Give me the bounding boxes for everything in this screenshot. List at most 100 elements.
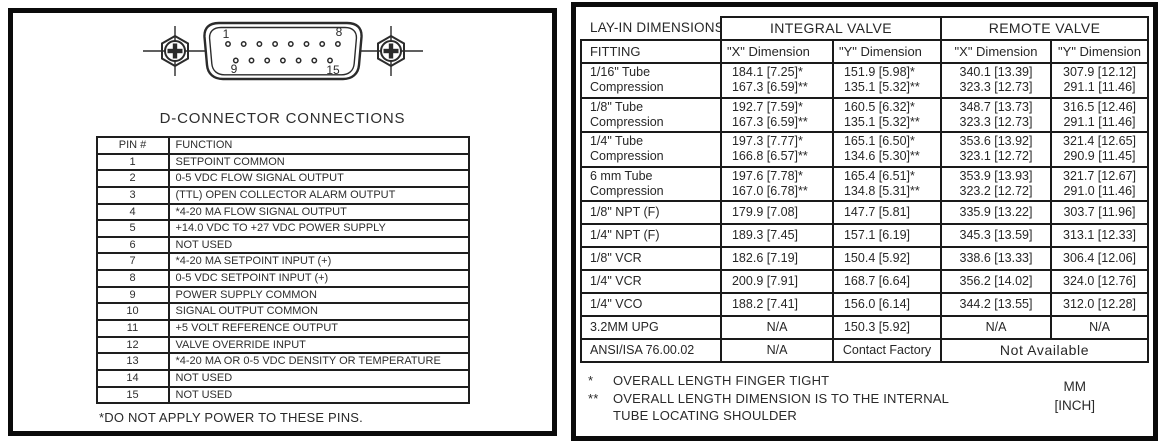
pin-function-cell: 0-5 VDC FLOW SIGNAL OUTPUT [167,169,470,188]
footnote-marker: * [588,373,594,388]
pin-number-cell: 8 [95,269,170,288]
pin-function-cell: SETPOINT COMMON [167,152,470,172]
fitting-row: 1/8" NPT (F) 179.9 [7.08] 147.7 [5.81] 335.… [579,200,1150,225]
remote-x-cell: 345.3 [13.59] [940,223,1052,248]
integral-x-header: "X" Dimension [719,39,834,64]
pin-row-bottom [232,57,333,64]
integral-y-cell: 160.5 [6.32]* 135.1 [5.32]** [831,96,943,133]
fitting-name-cell: 1/4" VCR [579,269,722,294]
left-jackscrew-icon [160,34,189,68]
integral-y-cell: 147.7 [5.81] [831,200,943,225]
remote-x-cell: N/A [940,315,1052,340]
remote-x-cell: 348.7 [13.73] 323.3 [12.73] [940,96,1052,133]
pin-table: PIN # FUNCTION 1 SETPOINT COMMON 2 0-5 VDC … [95,136,470,405]
integral-x-cell: 200.9 [7.91] [719,269,834,294]
d-connector-drawing: 1 8 9 15 [142,21,423,81]
remote-x-cell: 353.6 [13.92] 323.1 [12.72] [940,131,1052,168]
pin-number-cell: 13 [95,352,170,371]
lay-in-dimensions-label: LAY-IN DIMENSIONS [580,17,722,41]
pin-number-cell: 15 [95,385,170,405]
pin-function-cell: NOT USED [167,368,470,388]
pin15-label: 15 [326,63,340,77]
right-panel-footer: * OVERALL LENGTH FINGER TIGHT ** OVERALL… [588,372,1147,425]
fitting-row: 1/4" NPT (F) 189.3 [7.45] 157.1 [6.19] 345.… [579,223,1150,248]
pin-function-cell: VALVE OVERRIDE INPUT [167,335,470,355]
remote-x-cell: 353.9 [13.93] 323.2 [12.72] [940,165,1052,202]
footnote-finger-tight: * OVERALL LENGTH FINGER TIGHT [588,372,949,390]
remote-y-cell: 306.4 [12.06] [1049,246,1150,271]
lay-in-dimensions-table: LAY-IN DIMENSIONS INTEGRAL VALVE REMOTE … [579,16,1150,363]
pin-function-cell: *4-20 MA SETPOINT INPUT (+) [167,252,470,272]
pin-row: 9 POWER SUPPLY COMMON [95,285,470,305]
pin-number-cell: 11 [95,319,170,338]
pin-row: 14 NOT USED [95,368,470,388]
fitting-row: 1/16" Tube Compression 184.1 [7.25]* 167.3 … [579,62,1150,99]
pin-row: 3 (TTL) OPEN COLLECTOR ALARM OUTPUT [95,185,470,205]
dimension-footnotes: * OVERALL LENGTH FINGER TIGHT ** OVERALL… [588,372,949,425]
fitting-name-cell: 1/16" Tube Compression [579,62,722,99]
remote-valve-header: REMOTE VALVE [939,16,1150,41]
integral-x-cell: N/A [719,315,834,340]
remote-y-cell: 307.9 [12.12] 291.1 [11.46] [1049,62,1150,99]
integral-valve-header: INTEGRAL VALVE [719,16,943,41]
integral-y-header: "Y" Dimension [831,39,943,64]
pin-number-header: PIN # [95,136,170,155]
pin-row: 6 NOT USED [95,235,470,255]
pin-function-cell: 0-5 VDC SETPOINT INPUT (+) [167,269,470,288]
remote-y-cell: 316.5 [12.46] 291.1 [11.46] [1049,96,1150,133]
lay-in-dimensions-panel: LAY-IN DIMENSIONS INTEGRAL VALVE REMOTE … [571,2,1158,441]
pin-function-cell: *4-20 MA OR 0-5 VDC DENSITY OR TEMPERATU… [167,352,470,371]
pin-number-cell: 9 [95,285,170,305]
pin-function-cell: NOT USED [167,235,470,255]
fitting-row: 3.2MM UPG N/A 150.3 [5.92] N/A N/A [579,315,1150,340]
pin-number-cell: 14 [95,368,170,388]
fitting-name-cell: 1/8" VCR [579,246,722,271]
remote-x-cell: 340.1 [13.39] 323.3 [12.73] [940,62,1052,99]
pin-function-cell: *4-20 MA FLOW SIGNAL OUTPUT [167,202,470,222]
integral-x-cell: 188.2 [7.41] [719,292,834,317]
fitting-header: FITTING [579,39,722,64]
pin-number-cell: 1 [95,152,170,172]
pin-row: 7 *4-20 MA SETPOINT INPUT (+) [95,252,470,272]
pin-footnote: *DO NOT APPLY POWER TO THESE PINS. [99,410,363,426]
integral-x-cell: 184.1 [7.25]* 167.3 [6.59]** [719,62,834,99]
pin-row: 10 SIGNAL OUTPUT COMMON [95,302,470,322]
valve-group-header-row: LAY-IN DIMENSIONS INTEGRAL VALVE REMOTE … [580,16,1150,41]
integral-y-cell: 150.3 [5.92] [831,315,943,340]
pin-function-header: FUNCTION [167,136,470,155]
pin-number-cell: 3 [95,185,170,205]
fitting-name-cell: 3.2MM UPG [579,315,722,340]
remote-y-cell: 321.7 [12.67] 291.0 [11.46] [1049,165,1150,202]
pin-row: 13 *4-20 MA OR 0-5 VDC DENSITY OR TEMPERA… [95,352,470,371]
pin-number-cell: 2 [95,169,170,188]
pin-row: 15 NOT USED [95,385,470,405]
remote-y-cell: 313.1 [12.33] [1049,223,1150,248]
fitting-name-cell: 6 mm Tube Compression [579,165,722,202]
pin-row: 4 *4-20 MA FLOW SIGNAL OUTPUT [95,202,470,222]
pin-function-cell: POWER SUPPLY COMMON [167,285,470,305]
fitting-name-cell: 1/4" VCO [579,292,722,317]
pin-row: 2 0-5 VDC FLOW SIGNAL OUTPUT [95,169,470,188]
remote-y-header: "Y" Dimension [1049,39,1150,64]
connector-shell-inner [208,26,357,76]
remote-x-cell: 344.2 [13.55] [940,292,1052,317]
footnote-text: OVERALL LENGTH DIMENSION IS TO THE INTER… [613,390,950,424]
pin-row: 8 0-5 VDC SETPOINT INPUT (+) [95,269,470,288]
remote-y-cell: N/A [1049,315,1150,340]
pin-row: 11 +5 VOLT REFERENCE OUTPUT [95,319,470,338]
right-jackscrew-icon [376,34,405,68]
pin-number-cell: 6 [95,235,170,255]
integral-x-cell: 182.6 [7.19] [719,246,834,271]
integral-y-cell: 157.1 [6.19] [831,223,943,248]
remote-x-header: "X" Dimension [940,39,1052,64]
fitting-row: 1/4" Tube Compression 197.3 [7.77]* 166.8 [… [579,131,1150,168]
remote-x-cell: 335.9 [13.22] [940,200,1052,225]
fitting-row: 1/8" Tube Compression 192.7 [7.59]* 167.3 [… [579,96,1150,133]
connector-title: D-CONNECTOR CONNECTIONS [159,110,406,127]
integral-y-cell: 151.9 [5.98]* 135.1 [5.32]** [831,62,943,99]
pin9-label: 9 [230,62,237,76]
pin-function-cell: NOT USED [167,385,470,405]
pin-number-cell: 7 [95,252,170,272]
pin-row-top [224,41,341,47]
integral-x-cell: 192.7 [7.59]* 167.3 [6.59]** [719,96,834,133]
